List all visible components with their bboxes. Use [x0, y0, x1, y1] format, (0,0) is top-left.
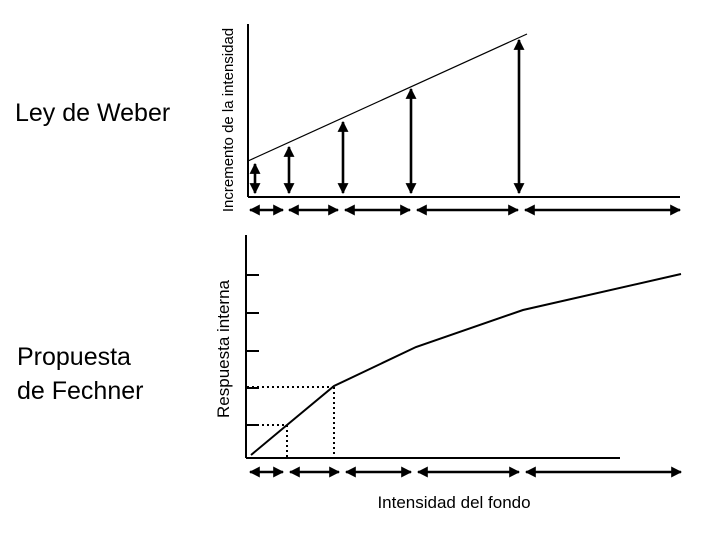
fechner-title-line-1: Propuesta [17, 343, 131, 371]
fechner-proposal-title: Propuesta de Fechner [17, 340, 143, 408]
weber-law-title: Ley de Weber [15, 99, 171, 127]
fechner-y-ticks [246, 274, 259, 426]
weber-y-axis-label: Incremento de la intensidad [220, 28, 237, 212]
fechner-x-axis-label: Intensidad del fondo [377, 493, 530, 512]
weber-panel: Incremento de la intensidad [220, 24, 682, 216]
fechner-guide-lines [247, 386, 335, 457]
weber-threshold-line [247, 33, 528, 162]
fechner-y-axis-label: Respuesta interna [214, 279, 233, 418]
fechner-panel: Respuesta interna Intensidad del fondo [214, 235, 683, 512]
weber-increment-arrows [249, 38, 525, 195]
fechner-title-line-2: de Fechner [17, 377, 144, 405]
fechner-response-curve [250, 273, 682, 456]
